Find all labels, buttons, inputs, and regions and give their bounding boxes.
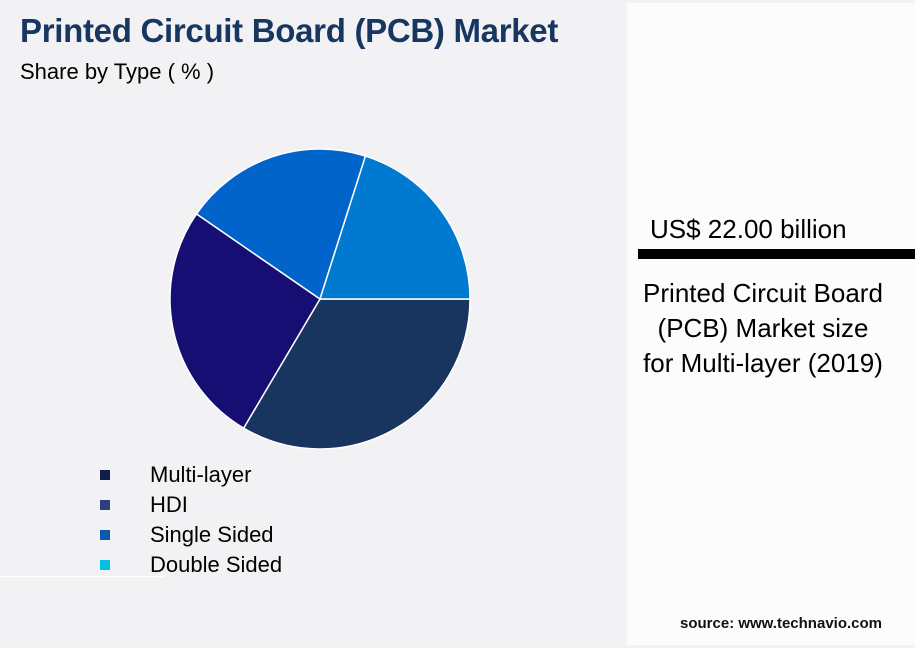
- pie-chart: [168, 147, 472, 451]
- legend-label: HDI: [150, 492, 188, 517]
- legend: Multi-layer HDI Single Sided Double Side…: [100, 460, 282, 580]
- pie-slice-hdi: [169, 212, 322, 430]
- chart-title: Printed Circuit Board (PCB) Market: [20, 12, 559, 49]
- legend-label: Double Sided: [150, 552, 283, 577]
- pie-slice-double-sided: [318, 155, 471, 300]
- pie-slice-single-sided: [195, 148, 367, 301]
- legend-swatch: [100, 500, 110, 510]
- legend-item-hdi: HDI: [100, 490, 282, 520]
- legend-label: Single Sided: [150, 522, 274, 547]
- kpi-divider: [638, 249, 915, 259]
- legend-item-single-sided: Single Sided: [100, 520, 282, 550]
- divider: [0, 576, 165, 577]
- kpi-panel: [627, 3, 915, 645]
- source-link[interactable]: source: www.technavio.com: [680, 615, 882, 632]
- chart-subtitle: Share by Type ( % ): [20, 59, 215, 84]
- legend-swatch: [100, 530, 110, 540]
- pie-slice-multi-layer: [242, 298, 471, 450]
- kpi-description: Printed Circuit Board (PCB) Market size …: [643, 278, 883, 378]
- legend-swatch: [100, 470, 110, 480]
- legend-item-double-sided: Double Sided: [100, 550, 282, 580]
- pie-svg: [169, 148, 471, 450]
- legend-label: Multi-layer: [150, 462, 252, 487]
- legend-swatch: [100, 560, 110, 570]
- legend-item-multi-layer: Multi-layer: [100, 460, 282, 490]
- kpi-value: US$ 22.00 billion: [650, 214, 847, 244]
